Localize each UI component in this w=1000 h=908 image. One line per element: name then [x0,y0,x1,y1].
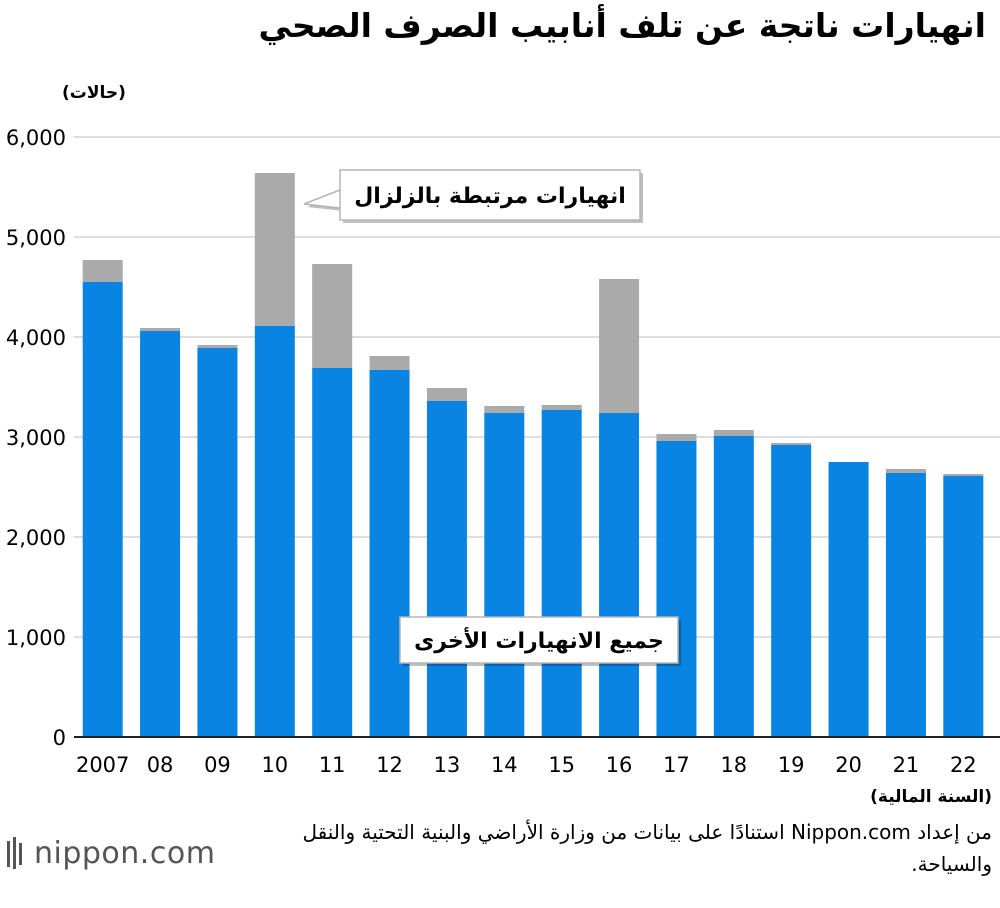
y-tick-label: 2,000 [6,526,66,550]
x-tick-label: 11 [319,753,346,777]
x-tick-label: 13 [434,753,461,777]
x-tick-label: 09 [204,753,231,777]
bar-segment [312,368,353,737]
x-tick-label: 08 [147,753,174,777]
source-note: من إعداد Nippon.com استنادًا على بيانات … [302,820,993,876]
bar-segment [254,326,295,737]
legend-callout-other: جميع الانهيارات الأخرى [399,616,681,666]
x-tick-label: 2007 [76,753,129,777]
bar-segment [599,279,640,413]
bar-segment [541,405,582,410]
bar-segment [484,413,525,737]
bar-segment [312,264,353,368]
bar-segment [82,282,123,737]
bar-segment [599,413,640,737]
y-tick-label: 5,000 [6,226,66,250]
x-tick-label: 10 [261,753,288,777]
x-tick-label: 16 [606,753,633,777]
bar-segment [140,331,181,737]
bar-segment [713,436,754,737]
x-tick-label: 12 [376,753,403,777]
bar-segment [885,473,926,737]
callout-label: جميع الانهيارات الأخرى [414,626,664,654]
y-tick-label: 4,000 [6,326,66,350]
bar-segment [828,462,869,737]
bar-segment [656,434,697,441]
x-tick-label: 14 [491,753,518,777]
y-tick-label: 1,000 [6,626,66,650]
bar-segment [426,401,467,737]
bars [82,173,984,737]
chart-title: انهيارات ناتجة عن تلف أنابيب الصرف الصحي [258,6,986,45]
bar-segment [656,441,697,737]
x-tick-label: 21 [893,753,920,777]
bar-segment [713,430,754,436]
bar-segment [943,476,984,737]
bar-segment [771,443,812,445]
bar-segment [484,406,525,413]
x-axis-label: (السنة المالية) [870,787,992,807]
y-tick-label: 3,000 [6,426,66,450]
bar-segment [369,356,410,370]
y-tick-label: 6,000 [6,126,66,150]
x-tick-label: 18 [720,753,747,777]
bar-segment [197,345,238,348]
bar-segment [541,410,582,737]
bar-segment [140,328,181,331]
callout-label: انهيارات مرتبطة بالزلزال [354,184,626,209]
nippon-logo: nippon.com [4,835,215,871]
x-tick-label: 17 [663,753,690,777]
bar-segment [254,173,295,326]
bar-segment [943,474,984,476]
x-tick-label: 15 [548,753,575,777]
bar-segment [369,370,410,737]
bar-segment [426,388,467,401]
y-axis-label: (حالات) [62,83,126,103]
x-tick-label: 20 [835,753,862,777]
bar-segment [885,469,926,473]
x-tick-label: 19 [778,753,805,777]
x-tick-label: 22 [950,753,977,777]
y-tick-label: 0 [53,726,66,750]
legend-callout-earthquake: انهيارات مرتبطة بالزلزال [303,169,643,223]
bar-segment [771,445,812,737]
axes: 2007 08 09 10 11 12 13 14 15 16 17 18 19 20 21 22 [74,736,1000,777]
bar-segment [197,348,238,737]
bar-segment [82,260,123,282]
nippon-logo-icon [7,837,22,869]
logo-wordmark: nippon.com [34,835,216,871]
